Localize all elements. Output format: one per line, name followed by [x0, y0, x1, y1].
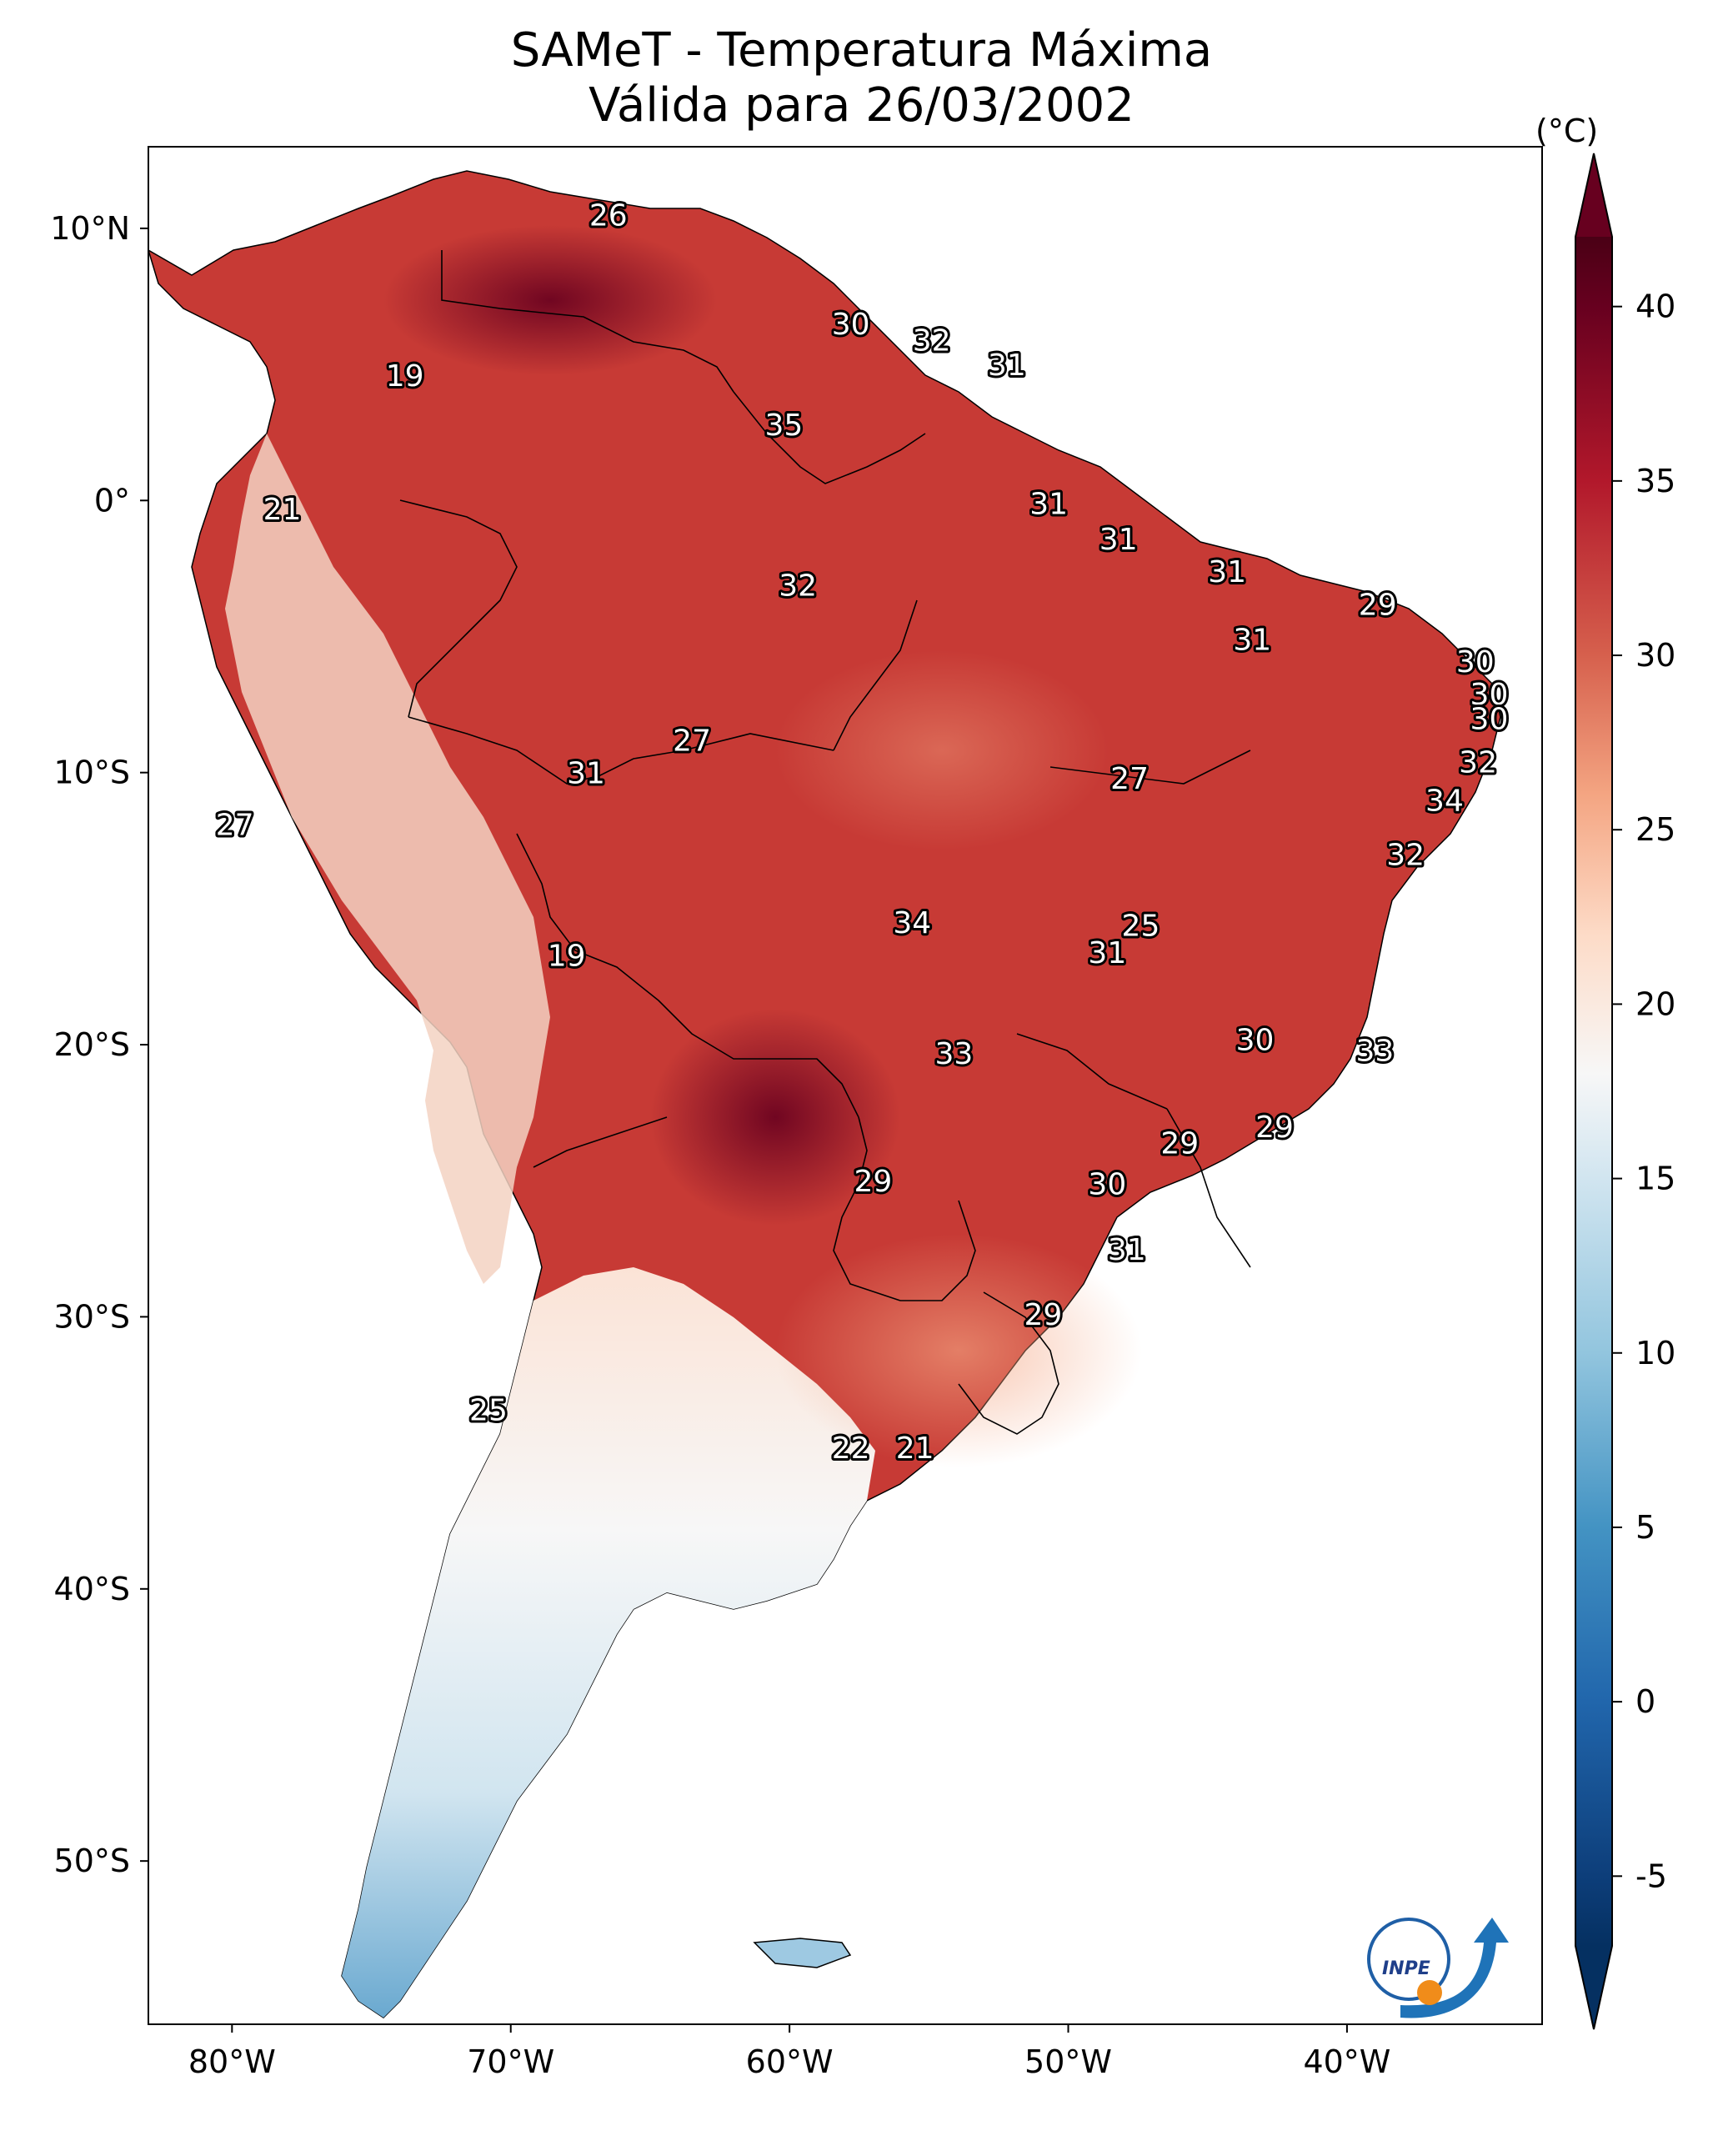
- temperature-label: 29: [1359, 588, 1397, 622]
- country-borders: [399, 250, 1251, 1435]
- central-brazil-warm-zone: [775, 650, 1109, 850]
- lat-tick-label: 50°S: [54, 1843, 130, 1879]
- colorbar-tick-label: 30: [1635, 637, 1675, 674]
- lat-tick-label: 0°: [94, 482, 130, 519]
- colorbar-unit: (°C): [1535, 113, 1598, 149]
- temperature-label: 31: [1099, 523, 1138, 557]
- longitude-axis: 80°W 70°W 60°W 50°W 40°W: [188, 2024, 1390, 2080]
- temperature-label: 32: [1459, 746, 1497, 780]
- temperature-label: 34: [1425, 784, 1464, 818]
- falkland-islands: [753, 1938, 852, 1968]
- temperature-label: 29: [1160, 1127, 1199, 1161]
- lat-tick-label: 10°N: [50, 210, 130, 247]
- temperature-label: 25: [1122, 909, 1160, 943]
- temperature-label: 30: [1088, 1167, 1126, 1201]
- temperature-label: 35: [765, 409, 804, 443]
- colorbar-ticks: 40 35 30 25 20 15 10 5 0 -5: [1612, 288, 1675, 1894]
- colorbar-tick-label: 15: [1635, 1161, 1675, 1197]
- lon-tick-label: 50°W: [1024, 2043, 1112, 2080]
- lat-tick-label: 40°S: [54, 1571, 130, 1607]
- temperature-label: 32: [913, 324, 951, 358]
- colorbar-tick-label: 25: [1635, 811, 1675, 848]
- colorbar: (°C) 40 35 30 25 20 15 10 5 0 -5: [1535, 113, 1675, 2030]
- temperature-label: 31: [1208, 555, 1246, 589]
- temperature-label: 21: [896, 1431, 934, 1466]
- temperature-label: 29: [854, 1165, 893, 1199]
- map-frame: [148, 146, 1543, 2025]
- temperature-label: 29: [1255, 1111, 1294, 1145]
- colorbar-tick-label: -5: [1635, 1858, 1667, 1894]
- temperature-label: 27: [1110, 762, 1149, 796]
- temperature-label: 29: [1024, 1298, 1063, 1332]
- temperature-label: 26: [589, 199, 628, 233]
- temperature-label: 31: [1233, 624, 1271, 658]
- temperature-label: 27: [673, 725, 711, 759]
- lat-tick-label: 20°S: [54, 1026, 130, 1063]
- temperature-label: 30: [1470, 678, 1509, 712]
- temperature-label: 25: [469, 1393, 508, 1427]
- temperature-label: 34: [893, 906, 931, 940]
- colorbar-tick-label: 20: [1635, 985, 1675, 1022]
- venezuela-hotspot: [383, 225, 717, 375]
- map-area: [148, 170, 1501, 2018]
- temperature-label: 30: [1456, 645, 1495, 679]
- lon-tick-label: 80°W: [188, 2043, 276, 2080]
- lon-tick-label: 60°W: [746, 2043, 834, 2080]
- temperature-label: 30: [1236, 1024, 1275, 1058]
- temperature-label: 32: [1386, 839, 1425, 873]
- chaco-hotspot: [650, 1009, 900, 1226]
- svg-text:INPE: INPE: [1382, 1958, 1430, 1979]
- lon-tick-label: 70°W: [467, 2043, 554, 2080]
- inpe-logo: INPE: [1367, 1918, 1509, 2018]
- temperature-label: 27: [216, 809, 254, 843]
- lon-tick-label: 40°W: [1303, 2043, 1390, 2080]
- temperature-label: 19: [548, 939, 586, 973]
- temperature-label: 32: [779, 569, 817, 603]
- temperature-label: 31: [1088, 936, 1126, 970]
- colorbar-tick-label: 0: [1635, 1683, 1655, 1720]
- temperature-label: 33: [1355, 1035, 1394, 1069]
- temperature-label: 31: [988, 348, 1026, 383]
- temperature-label: 31: [567, 757, 605, 791]
- temperature-label: 31: [1029, 488, 1068, 522]
- latitude-axis: 10°N 0° 10°S 20°S 30°S 40°S 50°S: [50, 210, 148, 1879]
- temperature-label: 33: [935, 1037, 974, 1071]
- temperature-label: 30: [1470, 702, 1509, 736]
- lat-tick-label: 10°S: [54, 755, 130, 791]
- temperature-label: 21: [263, 493, 302, 527]
- map-title: SAMeT - Temperatura Máxima: [510, 23, 1213, 78]
- temperature-label: 19: [386, 359, 424, 394]
- temperature-label: 22: [832, 1431, 870, 1466]
- map-subtitle: Válida para 26/03/2002: [589, 78, 1134, 133]
- colorbar-tick-label: 40: [1635, 288, 1675, 325]
- southern-cone-cool-region: [342, 1267, 875, 2018]
- south-brazil-warm-zone: [775, 1234, 1142, 1467]
- colorbar-tick-label: 10: [1635, 1335, 1675, 1371]
- temperature-label: 30: [832, 308, 870, 342]
- colorbar-tick-label: 35: [1635, 463, 1675, 499]
- lat-tick-label: 30°S: [54, 1298, 130, 1335]
- colorbar-tick-label: 5: [1635, 1509, 1655, 1546]
- andes-cool-band: [225, 434, 550, 1284]
- temperature-label: 31: [1108, 1233, 1146, 1267]
